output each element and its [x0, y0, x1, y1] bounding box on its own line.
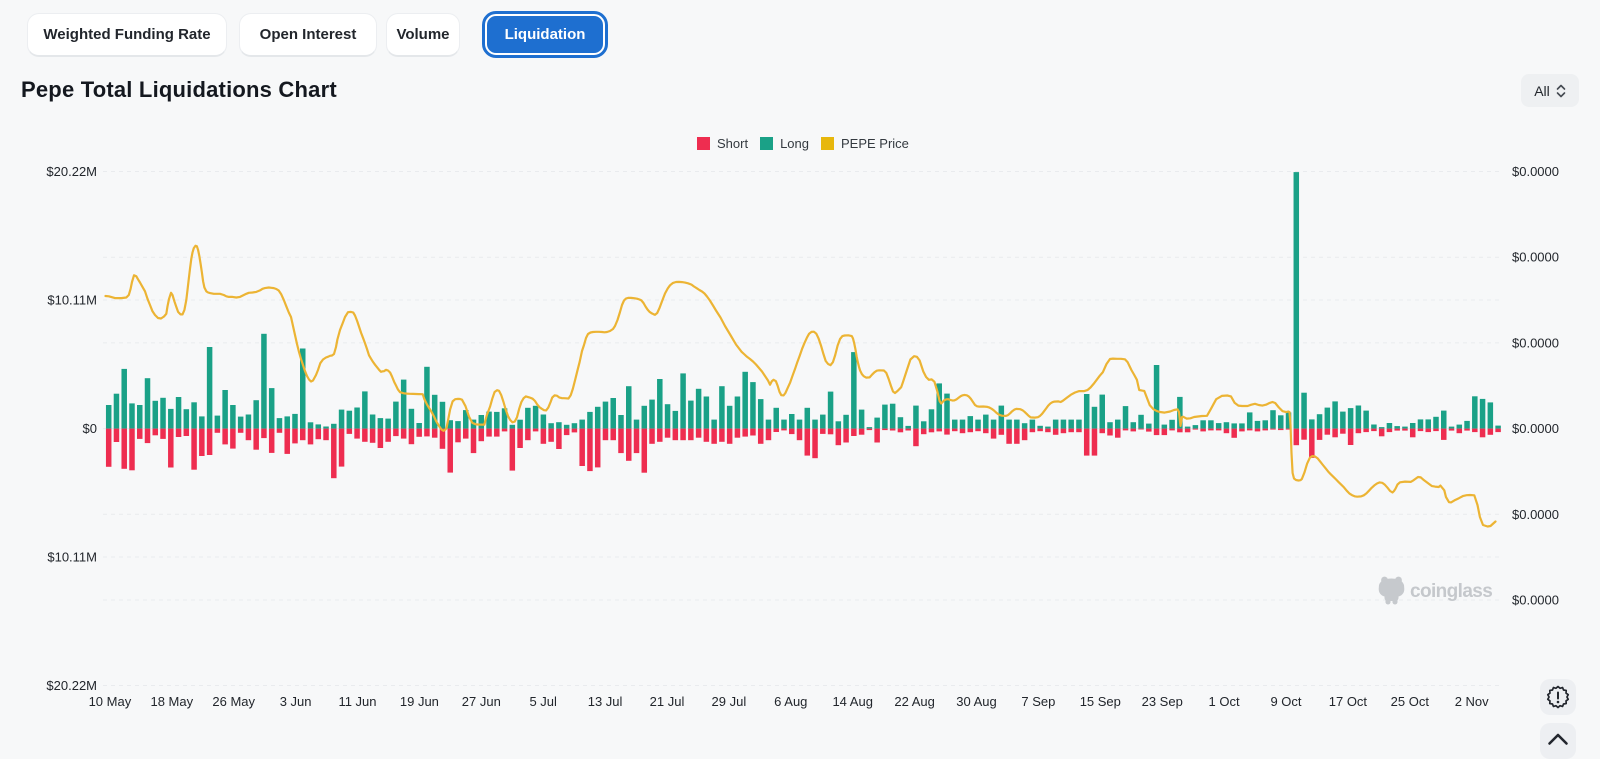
svg-text:18 May: 18 May: [150, 694, 193, 709]
svg-text:10 May: 10 May: [89, 694, 132, 709]
svg-text:coinglass: coinglass: [1410, 581, 1492, 602]
svg-text:5 Jul: 5 Jul: [529, 694, 557, 709]
svg-text:$0.0000: $0.0000: [1512, 164, 1559, 179]
svg-text:$0.0000: $0.0000: [1512, 250, 1559, 265]
svg-text:$20.22M: $20.22M: [46, 678, 97, 693]
svg-text:$0.0000: $0.0000: [1512, 507, 1559, 522]
svg-text:25 Oct: 25 Oct: [1391, 694, 1430, 709]
svg-text:19 Jun: 19 Jun: [400, 694, 439, 709]
svg-text:21 Jul: 21 Jul: [650, 694, 685, 709]
svg-text:26 May: 26 May: [212, 694, 255, 709]
svg-text:11 Jun: 11 Jun: [338, 694, 376, 709]
svg-text:17 Oct: 17 Oct: [1329, 694, 1368, 709]
svg-text:$20.22M: $20.22M: [46, 164, 97, 179]
svg-text:$0.0000: $0.0000: [1512, 335, 1559, 350]
svg-text:$0: $0: [83, 421, 97, 436]
svg-text:6 Aug: 6 Aug: [774, 694, 807, 709]
svg-text:15 Sep: 15 Sep: [1080, 694, 1121, 709]
svg-text:9 Oct: 9 Oct: [1270, 694, 1301, 709]
svg-text:7 Sep: 7 Sep: [1021, 694, 1055, 709]
svg-text:2 Nov: 2 Nov: [1455, 694, 1489, 709]
svg-text:$0.0000: $0.0000: [1512, 593, 1559, 608]
svg-text:1 Oct: 1 Oct: [1209, 694, 1240, 709]
svg-text:14 Aug: 14 Aug: [832, 694, 873, 709]
svg-text:$10.11M: $10.11M: [47, 293, 97, 308]
svg-text:13 Jul: 13 Jul: [588, 694, 623, 709]
svg-text:$0.0000: $0.0000: [1512, 421, 1559, 436]
svg-text:27 Jun: 27 Jun: [462, 694, 501, 709]
svg-text:23 Sep: 23 Sep: [1142, 694, 1183, 709]
svg-text:22 Aug: 22 Aug: [894, 694, 935, 709]
svg-text:30 Aug: 30 Aug: [956, 694, 997, 709]
svg-text:29 Jul: 29 Jul: [712, 694, 747, 709]
svg-text:3 Jun: 3 Jun: [280, 694, 312, 709]
svg-text:$10.11M: $10.11M: [47, 550, 97, 565]
